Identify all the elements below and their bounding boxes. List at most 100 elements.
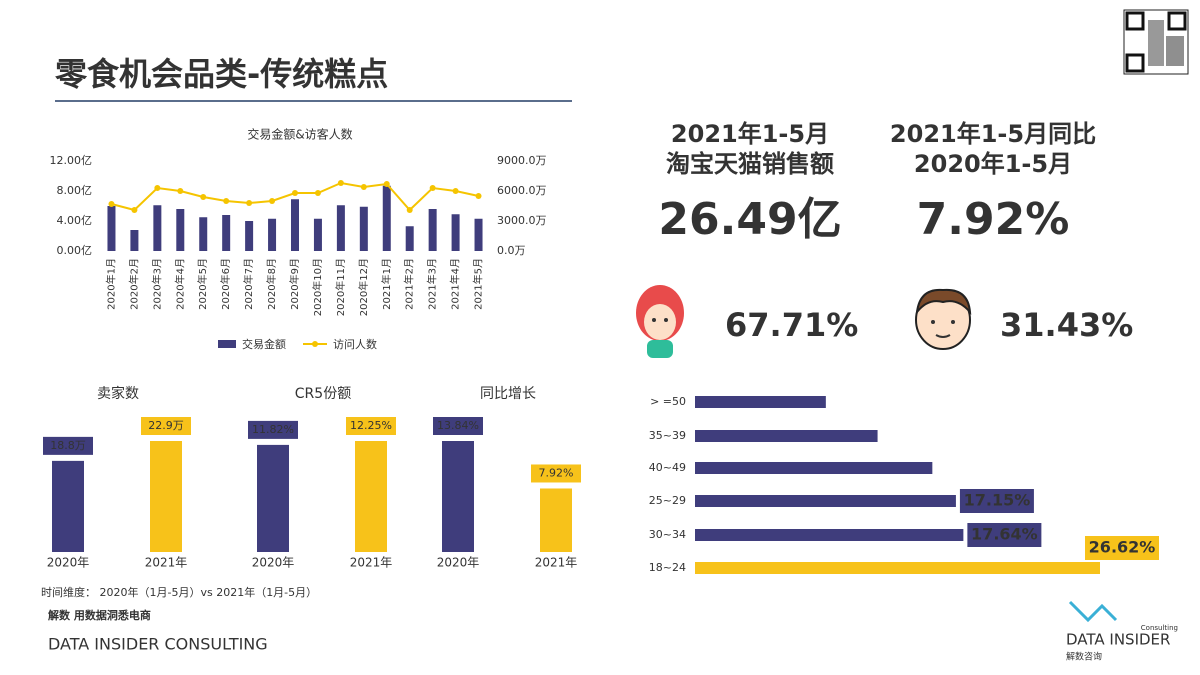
x-tick-label: 2020年12月 (357, 258, 370, 316)
point (452, 188, 459, 194)
chart-title: 同比增长 (480, 386, 536, 402)
bar (359, 206, 368, 251)
point (177, 188, 184, 194)
value-label: 12.25% (350, 419, 392, 432)
bar (107, 206, 116, 251)
point (406, 207, 413, 213)
value-label-box (346, 417, 396, 435)
x-tick-label: 2020年11月 (334, 258, 347, 316)
value-label-box (531, 464, 581, 483)
point (314, 190, 321, 196)
logo-small: Consulting (1141, 624, 1178, 632)
y2-tick-label: 9000.0万 (497, 154, 547, 167)
x-tick-label: 2021年4月 (449, 258, 462, 310)
x-tick-label: 2020年10月 (311, 258, 324, 316)
x-tick-label: 2021年1月 (380, 258, 393, 310)
x-tick-label: 2020年7月 (242, 258, 255, 310)
bar (382, 185, 391, 251)
bar (695, 529, 964, 541)
bar (442, 441, 474, 552)
y-tick-label: > =50 (650, 395, 686, 408)
value-label-box (141, 417, 191, 435)
y-tick-label: 35~39 (649, 429, 686, 442)
bar (540, 488, 572, 552)
bar (451, 214, 460, 251)
x-tick-label: 2021年5月 (472, 258, 485, 310)
legend-swatch (218, 340, 236, 348)
point (383, 181, 390, 187)
bar (355, 441, 387, 552)
period-note: 时间维度： 2020年（1月-5月）vs 2021年（1月-5月） (41, 585, 317, 599)
y2-tick-label: 0.0万 (497, 244, 526, 257)
point (337, 180, 344, 186)
value-label: 18.8万 (50, 439, 86, 452)
x-tick-label: 2021年2月 (403, 258, 416, 310)
x-tick-label: 2020年8月 (265, 258, 278, 310)
x-tick-label: 2020年3月 (150, 258, 163, 310)
female-share: 67.71% (725, 306, 858, 344)
value-label: 7.92% (539, 466, 574, 479)
y-tick-label: 4.00亿 (57, 214, 93, 227)
point (154, 185, 161, 191)
bar (428, 209, 437, 251)
bar (695, 562, 1100, 574)
qr-code (1123, 9, 1189, 75)
x-tick-label: 2020年2月 (127, 258, 140, 310)
bar (474, 218, 483, 251)
x-tick-label: 2020年4月 (173, 258, 186, 310)
bar (150, 441, 182, 552)
y2-tick-label: 6000.0万 (497, 184, 547, 197)
x-tick-label: 2021年3月 (426, 258, 439, 310)
bar (153, 205, 162, 251)
value-label: 22.9万 (148, 419, 184, 432)
point (360, 184, 367, 190)
bar (268, 218, 277, 251)
logo: Consulting DATA INSIDER 解数咨询 (1066, 600, 1178, 663)
point (108, 201, 115, 207)
bar (176, 209, 185, 251)
kpi-heading: 2021年1-5月同比 (890, 120, 1096, 148)
bar (695, 462, 933, 474)
point (269, 198, 276, 204)
value-label: 13.84% (437, 419, 479, 432)
x-tick-label: 2021年 (145, 556, 188, 570)
kpi-heading: 2020年1-5月 (914, 150, 1072, 178)
page-title: 零食机会品类-传统糕点 (55, 55, 388, 93)
bar (130, 230, 139, 251)
chart-title: 卖家数 (97, 385, 139, 402)
value-label-box (433, 417, 483, 435)
x-tick-label: 2020年 (47, 556, 90, 570)
x-tick-label: 2020年6月 (219, 258, 232, 310)
bar (291, 199, 299, 251)
value-label-box (1085, 536, 1159, 560)
company: DATA INSIDER CONSULTING (48, 635, 268, 654)
bar (199, 217, 208, 251)
y-tick-label: 0.00亿 (57, 244, 93, 257)
x-tick-label: 2020年5月 (196, 258, 209, 310)
slogan: 解数 用数据洞悉电商 (48, 608, 151, 622)
bar (313, 218, 322, 251)
value-label-box (959, 489, 1034, 513)
logo-name: DATA INSIDER (1066, 631, 1170, 649)
point (131, 207, 138, 213)
bar (336, 205, 345, 251)
legend-swatch (312, 341, 318, 347)
bar (222, 215, 231, 251)
value-label: 26.62% (1089, 538, 1156, 557)
value-label-box (43, 436, 93, 455)
bar (695, 495, 956, 507)
value-label: 17.64% (971, 525, 1038, 544)
bar (405, 226, 414, 251)
male-share: 31.43% (1000, 306, 1133, 344)
logo-cn: 解数咨询 (1066, 651, 1102, 663)
x-tick-label: 2020年 (252, 556, 295, 570)
point (246, 200, 253, 206)
point (429, 185, 436, 191)
point (292, 190, 298, 196)
legend-label: 访问人数 (333, 338, 377, 351)
point (200, 194, 207, 200)
bar (257, 444, 289, 552)
kpi-heading: 淘宝天猫销售额 (666, 150, 834, 178)
bar (52, 460, 84, 552)
